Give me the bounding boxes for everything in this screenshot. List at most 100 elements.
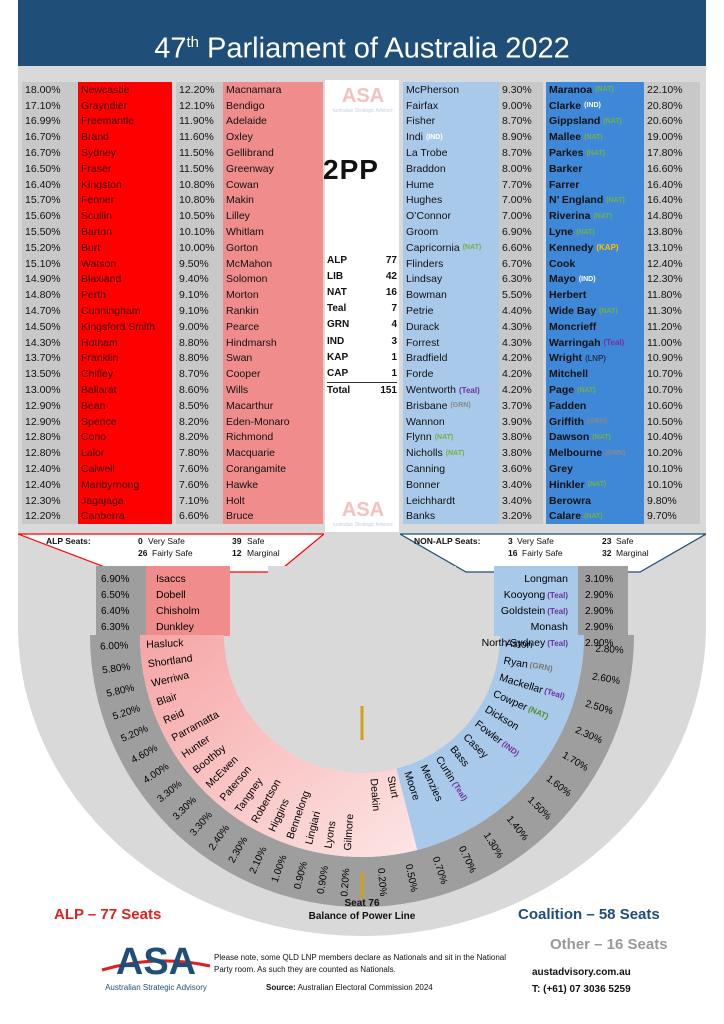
seat-row: Mitchell 10.70% bbox=[546, 366, 700, 383]
seat-name: Dobell bbox=[156, 589, 186, 601]
party-seats: 77 bbox=[385, 254, 397, 266]
seat-name: Goldstein bbox=[501, 605, 546, 617]
margin-percent: 12.80% bbox=[22, 445, 78, 462]
coalition-marginal-count: 32 bbox=[602, 548, 612, 558]
seat-row: Wannon 3.90% bbox=[403, 413, 543, 430]
seat-row: 7.60% Corangamite bbox=[176, 461, 323, 477]
arc-hole-top bbox=[268, 566, 456, 635]
seat-row: Leichhardt 3.40% bbox=[403, 492, 543, 509]
seat-row: Melbourne (GRN) 10.20% bbox=[546, 445, 700, 462]
margin-percent: 17.80% bbox=[644, 145, 700, 161]
margin-percent: 15.20% bbox=[22, 239, 78, 256]
margin-percent: 12.40% bbox=[22, 461, 78, 477]
percent-ring bbox=[90, 635, 634, 907]
margin-percent: 9.70% bbox=[644, 508, 700, 525]
seat-name-cell: Lindsay bbox=[403, 271, 499, 288]
margin-percent: 9.00% bbox=[176, 318, 223, 335]
margin-percent: 12.20% bbox=[22, 508, 78, 525]
margin-percent: 2.90% bbox=[585, 638, 613, 649]
seat-name: Corio bbox=[78, 429, 172, 446]
seat-name: Page bbox=[549, 384, 575, 397]
seat-name: Cowan bbox=[223, 176, 323, 193]
seat-row: 15.70% Fenner bbox=[22, 192, 172, 209]
seat-name: Adelaide bbox=[223, 113, 323, 130]
seat-name: Forrest bbox=[406, 336, 440, 349]
seat-row: Riverina (NAT) 14.80% bbox=[546, 208, 700, 225]
margin-percent: 12.30% bbox=[644, 271, 700, 288]
seat-name-cell: Berowra bbox=[546, 492, 644, 509]
seat-name: Leichhardt bbox=[406, 494, 456, 507]
seat-name: Fraser bbox=[78, 160, 172, 177]
total-value: 151 bbox=[380, 384, 397, 396]
margin-percent: 2.90% bbox=[585, 622, 613, 633]
margin-percent: 14.80% bbox=[644, 208, 700, 225]
coalition-funnel-shape bbox=[400, 533, 706, 573]
seat-row: Flynn (NAT) 3.80% bbox=[403, 429, 543, 446]
margin-percent: 6.40% bbox=[101, 606, 129, 617]
seat-row: Durack 4.30% bbox=[403, 318, 543, 335]
seat-label: Sturt bbox=[385, 775, 401, 799]
seat-name: Brand bbox=[78, 129, 172, 146]
seat-row: Indi (IND) 8.90% bbox=[403, 129, 543, 146]
margin-percent: 4.20% bbox=[499, 382, 543, 398]
margin-percent: 16.40% bbox=[644, 176, 700, 193]
alp-marginal-count: 12 bbox=[232, 548, 242, 558]
seat-name-cell: Mayo (IND) bbox=[546, 271, 644, 288]
margin-percent: 16.40% bbox=[644, 192, 700, 209]
seat-row: Forrest 4.30% bbox=[403, 334, 543, 351]
seat-name-cell: Capricornia (NAT) bbox=[403, 239, 499, 256]
alp-very-safe-count: 0 bbox=[138, 536, 143, 546]
seat-name-cell: Kennedy (KAP) bbox=[546, 239, 644, 256]
margin-percent: 14.70% bbox=[22, 303, 78, 319]
seat-name: Maribyrnong bbox=[78, 476, 172, 493]
two-party-preferred-label: 2PP bbox=[323, 154, 379, 185]
seat-name-cell: Warringah (Teal) bbox=[546, 334, 644, 351]
seat-label: Goldstein (Teal) bbox=[501, 605, 568, 617]
party-tag: (NAT) bbox=[584, 133, 603, 141]
seat-name: Grayndler bbox=[78, 97, 172, 114]
alp-column-1: 18.00% Newcastle 17.10% Grayndler 16.99% Free… bbox=[22, 82, 172, 525]
margin-percent: 2.60% bbox=[591, 671, 621, 687]
margin-percent: 10.70% bbox=[644, 382, 700, 398]
margin-percent: 15.10% bbox=[22, 255, 78, 272]
seat-name: Parkes bbox=[549, 147, 584, 160]
seat-name: Lindsay bbox=[406, 273, 443, 286]
margin-percent: 8.80% bbox=[176, 350, 223, 367]
seat-name: Riverina bbox=[549, 210, 591, 223]
tally-row: IND 3 bbox=[327, 333, 397, 349]
seat-name: Chifley bbox=[78, 366, 172, 383]
seat-row: 16.40% Kingston bbox=[22, 176, 172, 193]
margin-percent: 3.70% bbox=[499, 397, 543, 414]
coalition-marginal-label: Marginal bbox=[616, 548, 649, 558]
seat-row: 12.20% Macnamara bbox=[176, 82, 323, 98]
margin-percent: 10.00% bbox=[176, 239, 223, 256]
seat-name: Morton bbox=[223, 287, 323, 304]
party-name: ALP bbox=[327, 254, 347, 266]
seat-row: 14.80% Perth bbox=[22, 287, 172, 304]
seat-row: Groom 6.90% bbox=[403, 224, 543, 240]
seat-name-cell: Fadden bbox=[546, 397, 644, 414]
seat-name: Kennedy bbox=[549, 241, 594, 254]
website-link[interactable]: austadvisory.com.au bbox=[532, 967, 631, 978]
margin-percent: 14.30% bbox=[22, 334, 78, 351]
coalition-column-2: Maranoa (NAT) 22.10% Clarke (IND) 20.80% Gipps… bbox=[546, 82, 700, 525]
seat-name-cell: La Trobe bbox=[403, 145, 499, 161]
margin-percent: 14.50% bbox=[22, 318, 78, 335]
party-tag: (NAT) bbox=[593, 212, 612, 220]
seat-row: 14.50% Kingsford Smith bbox=[22, 318, 172, 335]
seat-name-cell: Canning bbox=[403, 461, 499, 477]
seat-row: 12.10% Bendigo bbox=[176, 97, 323, 114]
seat-name-cell: Durack bbox=[403, 318, 499, 335]
seat-name-cell: Wentworth (Teal) bbox=[403, 382, 499, 398]
seat-row: 15.10% Watson bbox=[22, 255, 172, 272]
seat-name: Indi bbox=[406, 131, 423, 144]
seat-name: Maranoa bbox=[549, 83, 593, 96]
margin-percent: 16.40% bbox=[22, 176, 78, 193]
coalition-column-1: McPherson 9.30% Fairfax 9.00% Fisher 8.70% Ind… bbox=[403, 82, 543, 525]
seat-name: Flinders bbox=[406, 257, 444, 270]
seat-name-cell: Parkes (NAT) bbox=[546, 145, 644, 161]
seat-row: Hume 7.70% bbox=[403, 176, 543, 193]
seat-name-cell: Herbert bbox=[546, 287, 644, 304]
seat-name: Wentworth bbox=[406, 384, 456, 397]
seat-name: Chisholm bbox=[156, 605, 200, 617]
